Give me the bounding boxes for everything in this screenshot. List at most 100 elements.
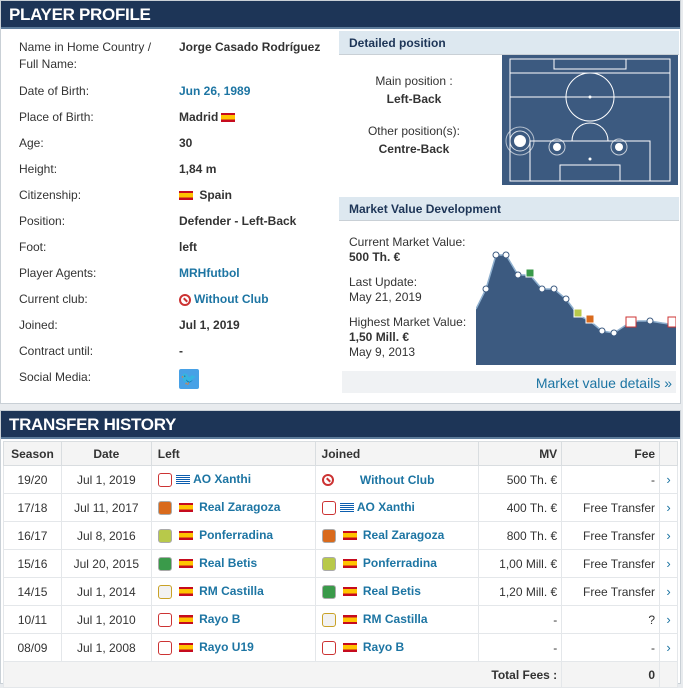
current-mv-label: Current Market Value:	[349, 235, 466, 249]
club-link[interactable]: Real Zaragoza	[199, 500, 281, 515]
club-link[interactable]: Ponferradina	[199, 528, 274, 543]
spain-flag-icon	[178, 643, 193, 653]
col-mv: MV	[478, 441, 563, 466]
chevron-right-icon[interactable]: ›	[659, 605, 678, 634]
current-mv-value: 500 Th. €	[349, 250, 401, 264]
club-link[interactable]: AO Xanthi	[356, 500, 415, 515]
chevron-right-icon[interactable]: ›	[659, 549, 678, 578]
cell-date: Jul 1, 2014	[60, 577, 152, 606]
value-name: Jorge Casado Rodríguez	[179, 40, 321, 54]
cell-mv: 500 Th. €	[478, 465, 563, 494]
value-dob-link[interactable]: Jun 26, 1989	[179, 84, 251, 98]
value-pob: Madrid	[179, 109, 339, 126]
market-value-details-link[interactable]: Market value details »	[535, 375, 672, 391]
cell-left: Ponferradina	[150, 521, 316, 550]
cell-joined: Ponferradina	[314, 549, 480, 578]
detailed-position-box: Detailed position Main position : Left-B…	[339, 31, 679, 191]
table-row: 14/15 Jul 1, 2014 RM Castilla Real Betis…	[3, 577, 678, 606]
table-row: 16/17 Jul 8, 2016 Ponferradina Real Zara…	[3, 521, 678, 550]
spain-flag-icon	[221, 113, 236, 123]
club-link[interactable]: Rayo B	[362, 640, 405, 655]
club-link[interactable]: Real Zaragoza	[362, 528, 445, 543]
cell-season: 19/20	[3, 465, 62, 494]
current-club-text: Without Club	[194, 292, 269, 306]
value-social: 🐦	[179, 369, 339, 389]
spain-flag-icon	[178, 559, 193, 569]
castilla-crest-icon	[157, 584, 172, 599]
spain-flag-icon	[178, 587, 193, 597]
cell-fee: Free Transfer	[561, 577, 661, 606]
cell-mv: -	[478, 633, 563, 662]
club-link[interactable]: Without Club	[359, 472, 435, 487]
cell-mv: -	[478, 605, 563, 634]
spain-flag-icon	[342, 643, 357, 653]
club-link[interactable]: RM Castilla	[199, 584, 264, 599]
chevron-right-icon[interactable]: ›	[659, 465, 678, 494]
table-row: 17/18 Jul 11, 2017 Real Zaragoza AO Xant…	[3, 493, 678, 522]
label-joined: Joined:	[19, 318, 58, 332]
last-update-value: May 21, 2019	[349, 290, 422, 304]
other-position-value: Centre-Back	[378, 142, 450, 156]
club-link[interactable]: AO Xanthi	[193, 472, 252, 487]
main-position-value: Left-Back	[386, 92, 442, 106]
profile-info: Name in Home Country / Full Name: Jorge …	[3, 31, 337, 401]
cell-joined: Without Club	[314, 465, 480, 494]
pitch-lines	[509, 58, 671, 182]
col-more	[659, 441, 678, 466]
player-profile-panel: PLAYER PROFILE Name in Home Country / Fu…	[0, 0, 681, 404]
twitter-icon[interactable]: 🐦	[179, 369, 199, 389]
centre-back-marker-2	[610, 138, 628, 156]
club-link[interactable]: RM Castilla	[362, 612, 428, 627]
ponferradina-crest-icon	[573, 308, 583, 318]
rayo-crest-icon	[157, 612, 172, 627]
castilla-crest-icon	[321, 612, 336, 627]
cell-fee: Free Transfer	[561, 521, 661, 550]
main-position-label: Main position :	[375, 74, 453, 88]
highest-mv-date: May 9, 2013	[349, 345, 416, 359]
cell-fee: ?	[561, 605, 661, 634]
xanthi-crest-icon	[625, 316, 637, 328]
table-row: 08/09 Jul 1, 2008 Rayo U19 Rayo B - - ›	[3, 633, 678, 662]
cell-fee: -	[561, 465, 661, 494]
last-update-label: Last Update:	[349, 275, 418, 289]
xanthi-crest-icon	[321, 500, 336, 515]
cell-left: Rayo U19	[150, 633, 316, 662]
profile-header: PLAYER PROFILE	[1, 1, 680, 29]
centre-back-marker-1	[548, 138, 566, 156]
club-link[interactable]: Real Betis	[362, 584, 421, 599]
market-value-graph[interactable]	[476, 247, 676, 365]
col-fee: Fee	[561, 441, 661, 466]
value-foot: left	[179, 240, 197, 254]
col-joined: Joined	[314, 441, 480, 466]
ponferradina-crest-icon	[157, 528, 172, 543]
cell-fee: Free Transfer	[561, 493, 661, 522]
table-row: 19/20 Jul 1, 2019 AO Xanthi Without Club…	[3, 465, 678, 494]
pitch-center-spot	[588, 95, 592, 99]
label-contract: Contract until:	[19, 344, 94, 358]
agent-link[interactable]: MRHfutbol	[179, 266, 240, 280]
chevron-right-icon[interactable]: ›	[659, 633, 678, 662]
label-name: Name in Home Country / Full Name:	[19, 40, 152, 71]
transfer-history-panel: TRANSFER HISTORY Season Date Left Joined…	[0, 410, 681, 688]
club-link[interactable]: Ponferradina	[362, 556, 437, 571]
current-club-link[interactable]: Without Club	[179, 291, 339, 308]
cell-season: 08/09	[3, 633, 62, 662]
transfer-header-row: Season Date Left Joined MV Fee	[3, 441, 678, 466]
chevron-right-icon[interactable]: ›	[659, 493, 678, 522]
cell-joined: Real Betis	[314, 577, 480, 606]
club-link[interactable]: Rayo B	[199, 612, 241, 627]
zaragoza-crest-icon	[585, 314, 595, 324]
club-link[interactable]: Real Betis	[199, 556, 258, 571]
cell-date: Jul 11, 2017	[60, 493, 152, 522]
cell-joined: Rayo B	[314, 633, 480, 662]
xanthi-crest-icon	[157, 472, 172, 487]
cell-date: Jul 8, 2016	[60, 521, 152, 550]
betis-crest-icon	[321, 584, 336, 599]
label-social: Social Media:	[19, 370, 92, 384]
ponferradina-crest-icon	[321, 556, 336, 571]
position-title: Detailed position	[339, 31, 679, 55]
cell-joined: RM Castilla	[314, 605, 480, 634]
chevron-right-icon[interactable]: ›	[659, 577, 678, 606]
chevron-right-icon[interactable]: ›	[659, 521, 678, 550]
club-link[interactable]: Rayo U19	[199, 640, 254, 655]
